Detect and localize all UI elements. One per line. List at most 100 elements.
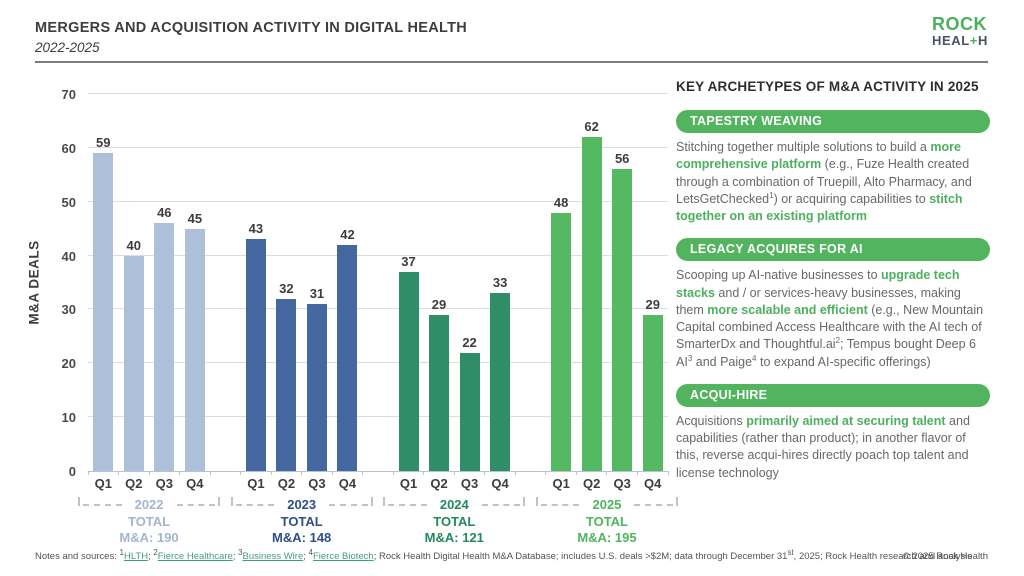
x-axis-tick — [209, 471, 211, 475]
bar-2024-q4 — [490, 293, 511, 471]
bar-2023-q2 — [276, 298, 297, 471]
year-bracket: 2024 — [383, 497, 526, 512]
bracket-end-tick — [370, 497, 373, 506]
gridline — [88, 254, 668, 256]
archetype-pill-2: LEGACY ACQUIRES FOR AI — [676, 238, 990, 262]
bracket-dash — [540, 503, 580, 506]
x-axis-tick — [362, 471, 364, 475]
x-category-label: Q3 — [155, 476, 173, 491]
bar-2024-q1 — [398, 271, 419, 471]
y-axis-tick-label: 10 — [61, 410, 76, 426]
year-bracket: 2023 — [230, 497, 373, 512]
bar-2024-q2 — [429, 314, 450, 471]
year-total-2023: 2023 TOTAL M&A: 148 — [230, 497, 373, 545]
x-axis-tick — [667, 471, 669, 475]
bar-value-label: 29 — [645, 296, 660, 312]
year-total-2024: 2024 TOTAL M&A: 121 — [383, 497, 526, 545]
year-bracket: 2025 — [535, 497, 678, 512]
total-value: M&A: 121 — [424, 530, 484, 545]
x-axis-tick — [118, 471, 120, 475]
source-link[interactable]: Fierce Biotech — [312, 551, 374, 562]
bracket-dash — [634, 503, 673, 506]
logo-health-text: HEAL+H — [932, 33, 988, 48]
bar-value-label: 32 — [279, 280, 294, 296]
bracket-end-tick — [218, 497, 221, 506]
bar-2025-q1 — [551, 212, 572, 471]
y-axis-tick-label: 30 — [61, 302, 76, 318]
y-axis-tick-label: 50 — [61, 194, 76, 210]
x-category-label: Q2 — [125, 476, 143, 491]
bar-value-label: 48 — [553, 194, 569, 210]
archetype-pill-1: TAPESTRY WEAVING — [676, 110, 990, 133]
x-category-label: Q3 — [613, 476, 631, 491]
rock-health-logo: ROCK HEAL+H — [932, 15, 988, 47]
panel-title: KEY ARCHETYPES OF M&A ACTIVITY IN 2025 — [676, 79, 979, 94]
bar-value-label: 29 — [431, 296, 447, 312]
year-label: 2024 — [439, 497, 469, 512]
gridline — [88, 362, 668, 364]
x-axis-tick — [240, 471, 242, 475]
ma-deals-bar-chart: M&A DEALS 0 10 20 30 40 50 60 70 59 Q1 40 Q2 46 Q3 45 Q… — [27, 87, 678, 545]
x-axis-tick — [87, 471, 89, 475]
bar-value-label: 43 — [248, 221, 264, 237]
x-category-label: Q1 — [247, 476, 265, 491]
bar-2024-q3 — [459, 352, 480, 471]
bracket-end-tick — [383, 497, 386, 506]
logo-rock-text: ROCK — [932, 14, 987, 34]
x-axis-tick — [270, 471, 272, 475]
x-axis-tick — [179, 471, 181, 475]
x-category-label: Q2 — [277, 476, 296, 491]
x-axis-tick — [392, 471, 394, 475]
x-axis-tick — [575, 471, 577, 475]
bracket-dash — [388, 503, 427, 506]
x-category-label: Q2 — [430, 476, 448, 491]
total-word: TOTAL — [280, 513, 323, 529]
year-label: 2023 — [287, 497, 317, 512]
logo-plus-icon: + — [969, 33, 978, 48]
gridline — [88, 146, 668, 148]
x-category-label: Q1 — [552, 476, 570, 491]
year-total-2025: 2025 TOTAL M&A: 195 — [535, 497, 678, 545]
archetype-pill-3: ACQUI-HIRE — [676, 383, 990, 407]
gridline — [88, 308, 668, 310]
x-axis-tick — [545, 471, 547, 475]
bar-value-label: 40 — [126, 237, 141, 253]
year-label: 2025 — [592, 497, 622, 512]
y-axis-tick-label: 0 — [68, 464, 76, 479]
bar-value-label: 46 — [157, 205, 172, 221]
bar-value-label: 56 — [614, 151, 630, 167]
x-axis-tick — [301, 471, 303, 475]
year-bracket: 2022 — [78, 497, 221, 512]
bracket-end-tick — [230, 497, 233, 506]
total-value: M&A: 148 — [272, 530, 332, 545]
x-axis-tick — [606, 471, 608, 475]
header-divider — [35, 61, 988, 63]
source-link[interactable]: Business Wire — [242, 551, 304, 562]
x-axis-tick — [514, 471, 516, 475]
x-category-label: Q3 — [308, 476, 326, 491]
x-category-label: Q4 — [644, 476, 662, 491]
x-category-label: Q3 — [460, 476, 479, 491]
bar-2023-q1 — [245, 239, 266, 471]
bar-2022-q4 — [184, 228, 205, 471]
archetype-body-3: Acquisitions primarily aimed at securing… — [676, 413, 970, 480]
x-category-label: Q1 — [399, 476, 418, 491]
y-axis-tick-label: 60 — [61, 140, 76, 156]
x-category-label: Q2 — [582, 476, 601, 491]
source-link[interactable]: Fierce Healthcare — [157, 551, 233, 562]
y-axis-tick-label: 40 — [61, 248, 76, 264]
gridline — [88, 416, 668, 418]
y-axis-tick-label: 70 — [61, 87, 76, 102]
total-word: TOTAL — [585, 513, 628, 529]
source-link[interactable]: HLTH — [123, 551, 149, 562]
gridline — [88, 200, 668, 202]
bracket-end-tick — [78, 497, 80, 506]
page-subtitle: 2022-2025 — [35, 40, 100, 55]
bar-value-label: 62 — [584, 119, 599, 135]
bar-2023-q4 — [337, 244, 358, 471]
bar-value-label: 42 — [340, 226, 355, 242]
total-word: TOTAL — [127, 513, 171, 529]
total-word: TOTAL — [433, 513, 476, 529]
archetype-body-1: Stitching together multiple solutions to… — [676, 140, 972, 223]
bar-2025-q4 — [642, 314, 663, 471]
